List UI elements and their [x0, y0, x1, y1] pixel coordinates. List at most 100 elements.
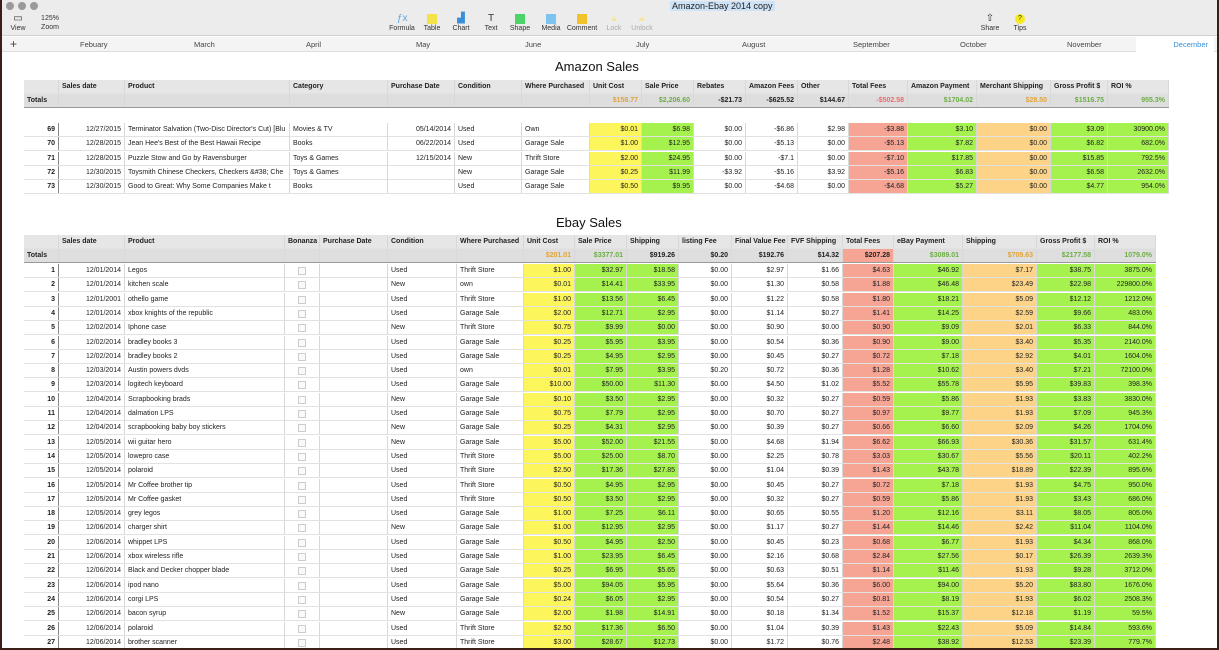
cell[interactable]: $0.27 [788, 392, 843, 406]
cell[interactable]: -$3.88 [849, 123, 908, 136]
cell[interactable]: 17 [24, 492, 59, 506]
cell[interactable] [320, 592, 388, 606]
cell[interactable]: $5.00 [524, 449, 575, 463]
cell[interactable]: $2.97 [732, 264, 788, 277]
cell[interactable]: $7.17 [963, 264, 1037, 277]
cell[interactable]: $38.75 [1037, 264, 1095, 277]
cell[interactable]: Used [388, 449, 457, 463]
cell[interactable]: $9.28 [1037, 564, 1095, 578]
cell[interactable]: Puzzle Stow and Go by Ravensburger [125, 151, 290, 165]
cell[interactable]: 3 [24, 292, 59, 306]
cell[interactable]: $1.20 [843, 507, 894, 521]
cell[interactable]: $12.73 [627, 635, 679, 648]
cell[interactable]: $0.81 [843, 592, 894, 606]
cell[interactable]: $0.00 [679, 492, 732, 506]
cell[interactable]: brother scanner [125, 635, 285, 648]
cell[interactable]: $4.31 [575, 421, 627, 435]
cell[interactable]: $23.39 [1037, 635, 1095, 648]
cell[interactable]: $7.09 [1037, 407, 1095, 420]
cell[interactable]: Toys & Games [290, 151, 388, 165]
cell[interactable]: $0.00 [679, 278, 732, 292]
cell[interactable]: $14.46 [894, 521, 963, 535]
cell[interactable]: $6.02 [1037, 592, 1095, 606]
cell[interactable]: $3.50 [575, 392, 627, 406]
cell[interactable]: polaroid [125, 464, 285, 478]
cell[interactable]: 12/15/2014 [388, 151, 455, 165]
cell[interactable]: Thrift Store [457, 464, 524, 478]
cell[interactable] [320, 349, 388, 363]
cell[interactable] [320, 407, 388, 420]
cell[interactable]: $83.80 [1037, 578, 1095, 592]
cell[interactable]: $0.00 [679, 578, 732, 592]
cell[interactable]: 631.4% [1095, 435, 1156, 449]
cell[interactable]: Toys & Games [290, 165, 388, 179]
cell[interactable]: $0.00 [977, 137, 1051, 151]
cell[interactable]: $27.56 [894, 550, 963, 563]
cell[interactable]: polaroid [125, 621, 285, 635]
cell[interactable] [320, 635, 388, 648]
cell[interactable]: 5 [24, 321, 59, 335]
cell[interactable]: bradley books 3 [125, 335, 285, 349]
cell[interactable]: 950.0% [1095, 478, 1156, 492]
cell[interactable]: $28.67 [575, 635, 627, 648]
cell[interactable]: own [457, 364, 524, 378]
bonanza-checkbox[interactable] [298, 295, 306, 304]
cell[interactable]: $4.26 [1037, 421, 1095, 435]
cell[interactable]: whippet LPS [125, 535, 285, 549]
cell[interactable]: $1.43 [843, 621, 894, 635]
cell[interactable]: $0.00 [679, 449, 732, 463]
cell[interactable]: New [388, 421, 457, 435]
cell[interactable]: $6.45 [627, 292, 679, 306]
cell[interactable]: 12/28/2015 [59, 151, 125, 165]
cell[interactable]: 12/06/2014 [59, 550, 125, 563]
cell[interactable]: $9.95 [642, 180, 694, 194]
cell[interactable]: $4.01 [1037, 349, 1095, 363]
cell[interactable]: $50.00 [575, 378, 627, 392]
cell[interactable]: $9.00 [894, 335, 963, 349]
cell[interactable]: Thrift Store [522, 151, 590, 165]
cell[interactable]: 7 [24, 349, 59, 363]
cell[interactable]: dalmation LPS [125, 407, 285, 420]
cell[interactable] [320, 321, 388, 335]
cell[interactable] [285, 264, 320, 277]
cell[interactable]: $11.99 [642, 165, 694, 179]
cell[interactable]: $5.09 [963, 621, 1037, 635]
bonanza-checkbox[interactable] [298, 467, 306, 476]
cell[interactable]: Books [290, 180, 388, 194]
cell[interactable]: Used [388, 535, 457, 549]
cell[interactable]: $0.00 [679, 292, 732, 306]
cell[interactable]: Garage Sale [457, 378, 524, 392]
cell[interactable]: $4.95 [575, 349, 627, 363]
cell[interactable]: $5.09 [963, 292, 1037, 306]
cell[interactable]: $1.19 [1037, 607, 1095, 621]
cell[interactable] [320, 578, 388, 592]
cell[interactable] [285, 607, 320, 621]
cell[interactable]: Used [388, 621, 457, 635]
cell[interactable]: $12.16 [894, 507, 963, 521]
cell[interactable]: Garage Sale [457, 607, 524, 621]
cell[interactable]: 593.6% [1095, 621, 1156, 635]
bonanza-checkbox[interactable] [298, 367, 306, 376]
cell[interactable] [320, 364, 388, 378]
cell[interactable]: $2.95 [627, 349, 679, 363]
cell[interactable]: Garage Sale [457, 550, 524, 563]
cell[interactable]: $10.00 [524, 378, 575, 392]
cell[interactable]: $17.36 [575, 464, 627, 478]
cell[interactable]: $7.18 [894, 349, 963, 363]
bonanza-checkbox[interactable] [298, 581, 306, 590]
cell[interactable]: Used [455, 137, 522, 151]
cell[interactable] [285, 507, 320, 521]
cell[interactable]: 1104.0% [1095, 521, 1156, 535]
cell[interactable]: 12/04/2014 [59, 421, 125, 435]
cell[interactable]: -$3.92 [694, 165, 746, 179]
cell[interactable]: 945.3% [1095, 407, 1156, 420]
cell[interactable] [320, 507, 388, 521]
share-button[interactable]: ⇧ Share [980, 13, 1000, 33]
cell[interactable]: $6.05 [575, 592, 627, 606]
cell[interactable]: Used [388, 378, 457, 392]
cell[interactable]: $1.00 [524, 550, 575, 563]
cell[interactable] [320, 478, 388, 492]
cell[interactable]: Garage Sale [457, 592, 524, 606]
cell[interactable]: $0.00 [977, 165, 1051, 179]
cell[interactable]: 229800.0% [1095, 278, 1156, 292]
